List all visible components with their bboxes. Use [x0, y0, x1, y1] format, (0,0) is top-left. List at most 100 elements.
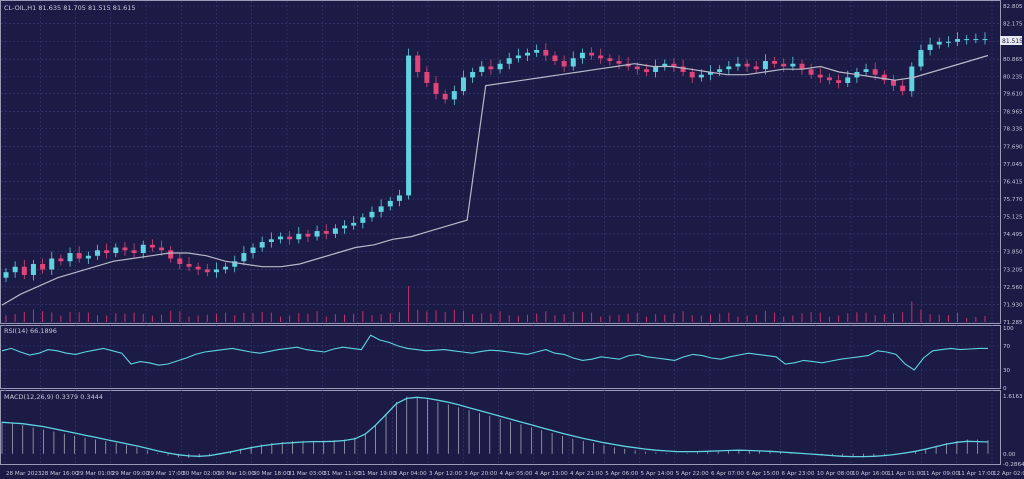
candle-body	[232, 261, 238, 267]
candle-body	[552, 55, 558, 61]
x-tick-label: 5 Apr 06:00	[605, 471, 638, 477]
candle-body	[369, 211, 375, 218]
candle-body	[534, 50, 540, 53]
candle-body	[570, 58, 576, 67]
candle-body	[918, 50, 924, 67]
candle-body	[671, 63, 677, 67]
candle-body	[67, 253, 73, 262]
candle-body	[881, 74, 887, 81]
candle-body	[891, 80, 897, 86]
candle-body	[936, 41, 942, 45]
x-tick-label: 4 Apr 05:00	[500, 471, 533, 477]
candle-body	[753, 66, 759, 70]
candle-body	[717, 69, 723, 72]
x-tick-label: 28 Mar 2023	[6, 471, 42, 477]
price-tick-label: 82.805	[1003, 4, 1023, 10]
macd-signal-line	[1, 396, 989, 458]
candle-body	[268, 239, 274, 243]
candle-body	[159, 247, 165, 251]
candle-body	[735, 63, 741, 67]
x-tick-label: 29 Mar 09:00	[112, 471, 150, 477]
x-tick-label: 12 Apr 02:00	[993, 471, 1024, 477]
macd-pane-frame	[0, 390, 1001, 465]
macd-tick-label: -0.2864	[1003, 462, 1024, 468]
candle-body	[872, 69, 878, 75]
rsi-tick-label: 0	[1003, 386, 1007, 392]
candle-body	[3, 272, 9, 278]
candle-body	[186, 263, 192, 267]
candle-body	[497, 63, 503, 70]
price-tick-label: 77.045	[1003, 162, 1023, 168]
candle-body	[708, 71, 714, 75]
candle-body	[982, 39, 988, 41]
candle-body	[424, 71, 430, 83]
candle-body	[406, 55, 412, 196]
candle-body	[662, 63, 668, 67]
candle-body	[772, 60, 778, 64]
candle-body	[479, 66, 485, 72]
candle-body	[360, 217, 366, 223]
candle-body	[332, 228, 338, 234]
x-tick-label: 30 Mar 02:00	[182, 471, 220, 477]
x-tick-label: 10 Apr 08:00	[817, 471, 854, 477]
candle-body	[168, 250, 174, 259]
candle-body	[396, 195, 402, 201]
candle-body	[12, 266, 18, 273]
moving-average-series	[1, 54, 989, 306]
price-tick-label: 71.930	[1003, 302, 1023, 308]
candle-body	[845, 77, 851, 83]
candle-body	[433, 82, 439, 94]
rsi-title: RSI(14) 66.1896	[4, 327, 57, 335]
candle-body	[680, 66, 686, 72]
candle-body	[817, 74, 823, 78]
price-tick-label: 74.495	[1003, 232, 1023, 238]
current-price-label: 81.515	[1002, 38, 1023, 45]
candle-body	[863, 69, 869, 72]
candle-body	[799, 63, 805, 70]
candle-body	[598, 55, 604, 59]
x-tick-label: 5 Apr 22:00	[676, 471, 709, 477]
candle-body	[378, 206, 384, 212]
candle-body	[525, 52, 531, 56]
candle-body	[76, 253, 82, 259]
candle-body	[561, 60, 567, 67]
candle-body	[973, 39, 979, 41]
candle-body	[223, 266, 229, 270]
candle-body	[259, 242, 265, 248]
candle-body	[616, 60, 622, 64]
macd-tick-label: 0.00	[1003, 452, 1016, 458]
price-tick-label: 73.205	[1003, 267, 1023, 273]
macd-title: MACD(12,26,9) 0.3379 0.3444	[4, 393, 103, 401]
moving-average-line	[1, 54, 989, 306]
x-tick-label: 3 Apr 04:00	[394, 471, 427, 477]
candle-body	[277, 236, 283, 240]
x-tick-label: 29 Mar 01:00	[77, 471, 115, 477]
price-tick-label: 73.850	[1003, 250, 1023, 256]
candle-body	[698, 74, 704, 78]
candle-body	[442, 93, 448, 100]
candle-body	[287, 236, 293, 240]
candle-body	[140, 244, 146, 254]
candle-body	[40, 263, 46, 270]
x-tick-label: 30 Mar 10:00	[218, 471, 256, 477]
x-tick-label: 3 Apr 12:00	[429, 471, 462, 477]
price-pane-frame	[0, 0, 1001, 324]
rsi-tick-label: 30	[1003, 368, 1011, 374]
price-tick-label: 77.690	[1003, 144, 1023, 150]
candle-body	[589, 52, 595, 56]
candle-body	[579, 52, 585, 59]
candle-body	[149, 244, 155, 248]
x-tick-label: 11 Apr 09:00	[923, 471, 960, 477]
price-tick-label: 75.125	[1003, 215, 1023, 221]
candle-body	[955, 39, 961, 42]
candle-body	[744, 63, 750, 67]
candle-body	[94, 250, 100, 256]
candle-body	[213, 269, 219, 273]
candle-body	[30, 263, 36, 275]
candle-body	[607, 58, 613, 61]
candle-body	[387, 200, 393, 207]
x-tick-label: 6 Apr 23:00	[782, 471, 815, 477]
x-tick-label: 5 Apr 14:00	[641, 471, 674, 477]
price-tick-label: 76.415	[1003, 179, 1023, 185]
